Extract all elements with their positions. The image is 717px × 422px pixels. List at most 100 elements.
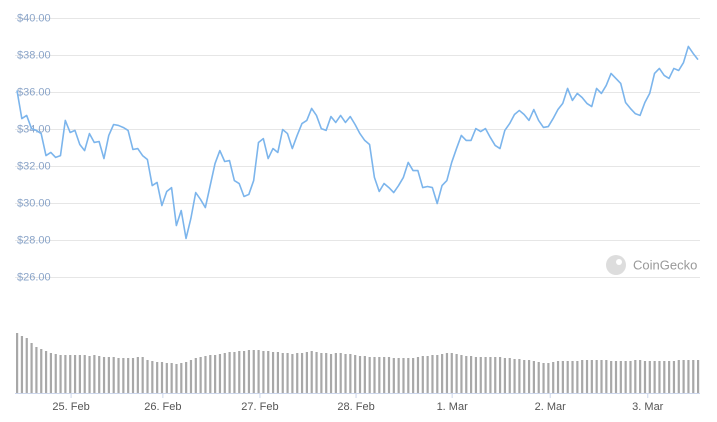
volume-bar xyxy=(537,362,540,393)
volume-bar xyxy=(600,360,603,393)
volume-bar xyxy=(590,360,593,393)
volume-bar xyxy=(436,355,439,393)
volume-bar xyxy=(146,360,149,393)
volume-bar xyxy=(648,361,651,393)
volume-bar xyxy=(83,355,86,393)
watermark-logo xyxy=(606,255,626,275)
volume-bar xyxy=(552,362,555,393)
volume-bar xyxy=(160,362,164,393)
volume-bar xyxy=(412,358,415,393)
volume-bar xyxy=(527,360,531,393)
volume-bar xyxy=(151,361,154,393)
x-tick-label: 26. Feb xyxy=(144,401,181,413)
volume-bar xyxy=(431,355,434,393)
volume-bar xyxy=(117,358,120,393)
x-tick-label: 1. Mar xyxy=(437,401,469,413)
volume-bar xyxy=(30,343,33,393)
volume-bar xyxy=(503,358,507,393)
volume-bar xyxy=(73,355,77,393)
x-tick-label: 2. Mar xyxy=(535,401,567,413)
volume-bar xyxy=(619,361,622,393)
volume-bar xyxy=(445,353,449,393)
volume-bar xyxy=(334,353,337,393)
volume-bar xyxy=(156,362,159,393)
volume-bar xyxy=(465,356,468,393)
volume-bar xyxy=(416,357,420,393)
volume-bar xyxy=(189,360,193,393)
volume-bar xyxy=(223,353,226,393)
y-tick-label: $30.00 xyxy=(17,197,51,209)
volume-bar xyxy=(102,357,106,393)
volume-bar xyxy=(286,353,289,393)
price-line xyxy=(16,45,699,240)
volume-bar xyxy=(624,361,627,393)
volume-bar xyxy=(585,360,589,393)
volume-bar xyxy=(40,349,43,393)
volume-bar xyxy=(354,355,357,393)
volume-bar xyxy=(204,356,207,393)
volume-bar xyxy=(402,358,405,393)
volume-bar xyxy=(16,333,19,393)
x-tick-label: 28. Feb xyxy=(337,401,374,413)
volume-bar xyxy=(455,354,458,393)
volume-bar xyxy=(233,352,236,393)
volume-bar xyxy=(59,355,62,393)
volume-bar xyxy=(498,357,502,393)
volume-bar xyxy=(107,357,110,393)
volume-bar xyxy=(325,353,328,393)
plot: $26.00$28.00$30.00$32.00$34.00$36.00$38.… xyxy=(15,12,700,413)
volume-bar xyxy=(523,360,526,393)
volume-bar xyxy=(209,355,212,393)
volume-bar xyxy=(54,354,57,393)
volume-bar xyxy=(368,357,371,393)
volume-bar xyxy=(581,360,584,393)
volume-bar xyxy=(610,361,613,393)
volume-bar xyxy=(561,361,564,393)
volume-bar xyxy=(194,358,197,393)
volume-bar xyxy=(489,357,492,393)
volume-bar xyxy=(199,357,202,393)
volume-bar xyxy=(252,350,255,393)
volume-bar xyxy=(387,357,391,393)
volume-bar xyxy=(78,355,81,393)
volume-bar xyxy=(639,360,642,393)
y-tick-label: $36.00 xyxy=(17,86,51,98)
volume-bar xyxy=(35,347,38,393)
volume-bar xyxy=(643,361,647,393)
volume-bar xyxy=(653,361,656,393)
volume-bar xyxy=(378,357,381,393)
volume-bar xyxy=(677,360,680,393)
volume-bar xyxy=(508,358,511,393)
volume-bar xyxy=(141,357,144,393)
volume-bar xyxy=(310,351,313,393)
volume-bar xyxy=(484,357,487,393)
volume-bar xyxy=(566,361,569,393)
volume-bar xyxy=(247,350,251,393)
watermark-logo-eye xyxy=(616,259,622,265)
volume-bar xyxy=(180,363,183,393)
volume-bar xyxy=(214,355,217,393)
volume-bar xyxy=(93,355,96,393)
volume-bar xyxy=(127,358,130,393)
volume-bar xyxy=(479,357,482,393)
volume-bar xyxy=(614,361,618,393)
volume-bar xyxy=(470,356,473,393)
volume-bar xyxy=(122,358,125,393)
volume-bar xyxy=(185,362,188,393)
y-tick-label: $26.00 xyxy=(17,271,51,283)
volume-bar xyxy=(175,364,178,393)
volume-bar xyxy=(300,353,304,393)
volume-bar xyxy=(513,359,516,393)
volume-bar xyxy=(339,353,342,393)
watermark-text: CoinGecko xyxy=(633,257,697,272)
volume-bar xyxy=(238,351,241,393)
volume-bar xyxy=(329,354,333,393)
volume-bar xyxy=(571,361,574,393)
volume-bar xyxy=(460,355,463,393)
volume-bar xyxy=(397,358,400,393)
volume-bar xyxy=(658,361,661,393)
volume-bar xyxy=(634,360,637,393)
volume-bar xyxy=(605,360,608,393)
volume-bar xyxy=(474,357,478,393)
